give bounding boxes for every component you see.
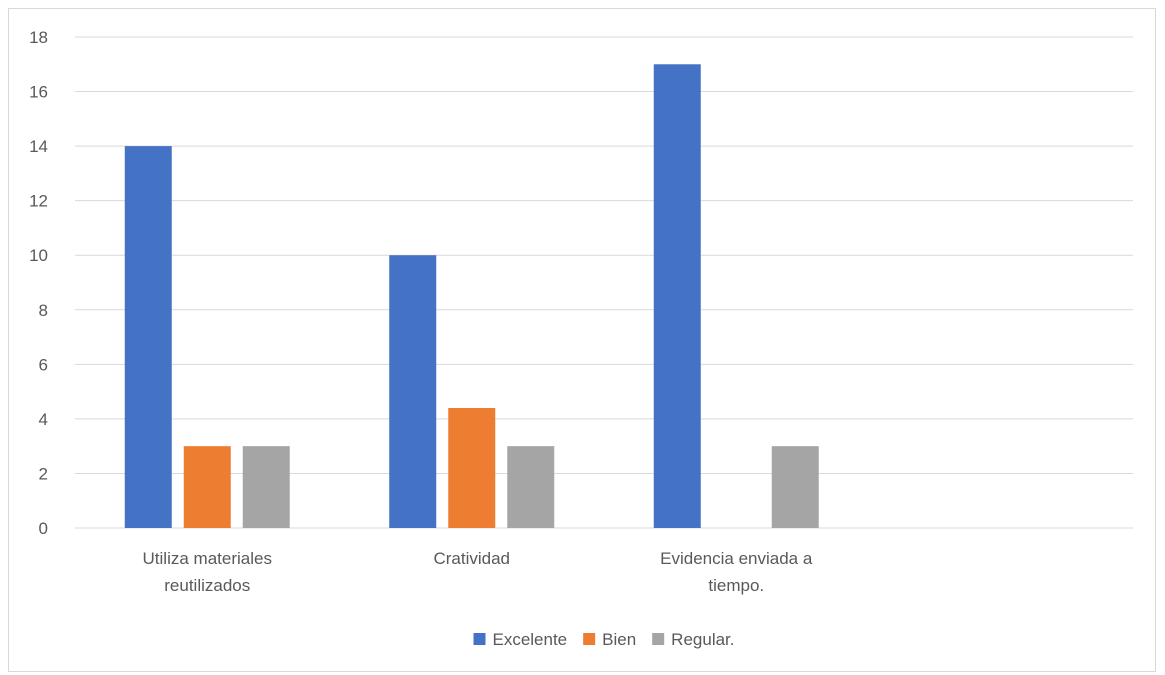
x-category-label: Cratividad: [433, 549, 510, 568]
y-tick-label: 12: [29, 192, 48, 211]
x-category-label: Utiliza materiales: [143, 549, 272, 568]
legend-label-excelente: Excelente: [492, 630, 567, 649]
chart-frame: [8, 8, 1156, 672]
bars: [124, 64, 819, 529]
bar-bien-1: [448, 407, 496, 528]
y-tick-label: 0: [39, 519, 48, 538]
bar-regular-1: [507, 446, 555, 528]
x-category-label: tiempo.: [708, 576, 764, 595]
y-tick-label: 18: [29, 28, 48, 47]
y-tick-label: 8: [39, 301, 48, 320]
gridlines: [75, 36, 1133, 529]
y-tick-label: 14: [29, 137, 48, 156]
y-tick-label: 2: [39, 464, 48, 483]
legend-swatch-bien: [583, 633, 596, 645]
legend-label-bien: Bien: [602, 630, 636, 649]
x-category-label: reutilizados: [164, 576, 250, 595]
legend: Excelente Bien Regular.: [473, 630, 735, 649]
y-tick-label: 10: [29, 246, 48, 265]
y-tick-label: 6: [39, 355, 48, 374]
legend-swatch-regular: [652, 633, 665, 645]
y-axis-ticks: 0 2 4 6 8 10 12 14 16 18: [29, 28, 48, 538]
x-category-label: Evidencia enviada a: [660, 549, 813, 568]
bar-regular-0: [242, 446, 290, 528]
bar-bien-0: [183, 446, 231, 528]
legend-swatch-excelente: [473, 633, 486, 645]
legend-label-regular: Regular.: [671, 630, 734, 649]
y-tick-label: 16: [29, 83, 48, 102]
bar-excelente-2: [653, 64, 701, 529]
y-tick-label: 4: [39, 410, 48, 429]
bar-regular-2: [771, 446, 819, 528]
bar-excelente-1: [389, 255, 437, 528]
x-axis-categories: Utiliza materiales reutilizados Cratividad…: [143, 549, 813, 595]
bar-excelente-0: [124, 146, 172, 528]
